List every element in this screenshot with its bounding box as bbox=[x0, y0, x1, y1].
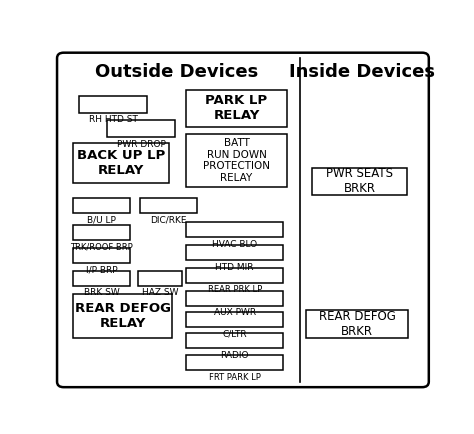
Bar bbox=[186, 312, 283, 327]
Text: Outside Devices: Outside Devices bbox=[95, 63, 258, 81]
Text: REAR DEFOG
RELAY: REAR DEFOG RELAY bbox=[75, 302, 171, 330]
Text: FRT PARK LP: FRT PARK LP bbox=[209, 373, 261, 382]
Text: Inside Devices: Inside Devices bbox=[289, 63, 435, 81]
Bar bbox=[73, 248, 130, 263]
Bar bbox=[186, 333, 283, 348]
Text: HAZ SW: HAZ SW bbox=[142, 289, 179, 297]
Text: DIC/RKE: DIC/RKE bbox=[150, 216, 187, 224]
Text: AUX PWR: AUX PWR bbox=[214, 308, 255, 317]
Text: C/LTR: C/LTR bbox=[222, 329, 247, 339]
Text: BRK SW: BRK SW bbox=[84, 289, 119, 297]
Text: B/U LP: B/U LP bbox=[87, 216, 116, 224]
Text: HVAC BLO: HVAC BLO bbox=[212, 240, 257, 249]
Text: PWR DROP: PWR DROP bbox=[117, 140, 165, 148]
Bar bbox=[186, 245, 283, 260]
Bar bbox=[306, 310, 408, 338]
Text: REAR DEFOG
BRKR: REAR DEFOG BRKR bbox=[319, 310, 396, 338]
Bar bbox=[186, 134, 287, 187]
Text: I/P BRP: I/P BRP bbox=[86, 266, 118, 275]
Bar bbox=[186, 268, 283, 283]
Bar bbox=[140, 198, 197, 213]
Bar bbox=[73, 143, 169, 183]
Bar bbox=[186, 291, 283, 306]
Text: REAR PRK LP: REAR PRK LP bbox=[208, 286, 262, 294]
Text: RH HTD ST: RH HTD ST bbox=[89, 115, 138, 124]
Text: RADIO: RADIO bbox=[220, 351, 249, 360]
Bar bbox=[312, 168, 408, 195]
Text: BATT
RUN DOWN
PROTECTION
RELAY: BATT RUN DOWN PROTECTION RELAY bbox=[203, 138, 270, 183]
Bar bbox=[73, 225, 130, 240]
Text: HTD MIR: HTD MIR bbox=[215, 263, 254, 272]
FancyBboxPatch shape bbox=[57, 53, 429, 387]
Bar bbox=[73, 271, 130, 286]
Bar bbox=[138, 271, 182, 286]
Text: TRK/ROOF BRP: TRK/ROOF BRP bbox=[70, 243, 133, 252]
Bar bbox=[107, 120, 175, 137]
Bar bbox=[80, 96, 147, 113]
Bar bbox=[186, 355, 283, 371]
Bar bbox=[73, 198, 130, 213]
Bar bbox=[186, 90, 287, 126]
Text: PARK LP
RELAY: PARK LP RELAY bbox=[205, 94, 267, 122]
Bar bbox=[73, 293, 173, 338]
Text: PWR SEATS
BRKR: PWR SEATS BRKR bbox=[326, 167, 393, 195]
Bar bbox=[186, 222, 283, 237]
Text: BACK UP LP
RELAY: BACK UP LP RELAY bbox=[77, 149, 165, 177]
